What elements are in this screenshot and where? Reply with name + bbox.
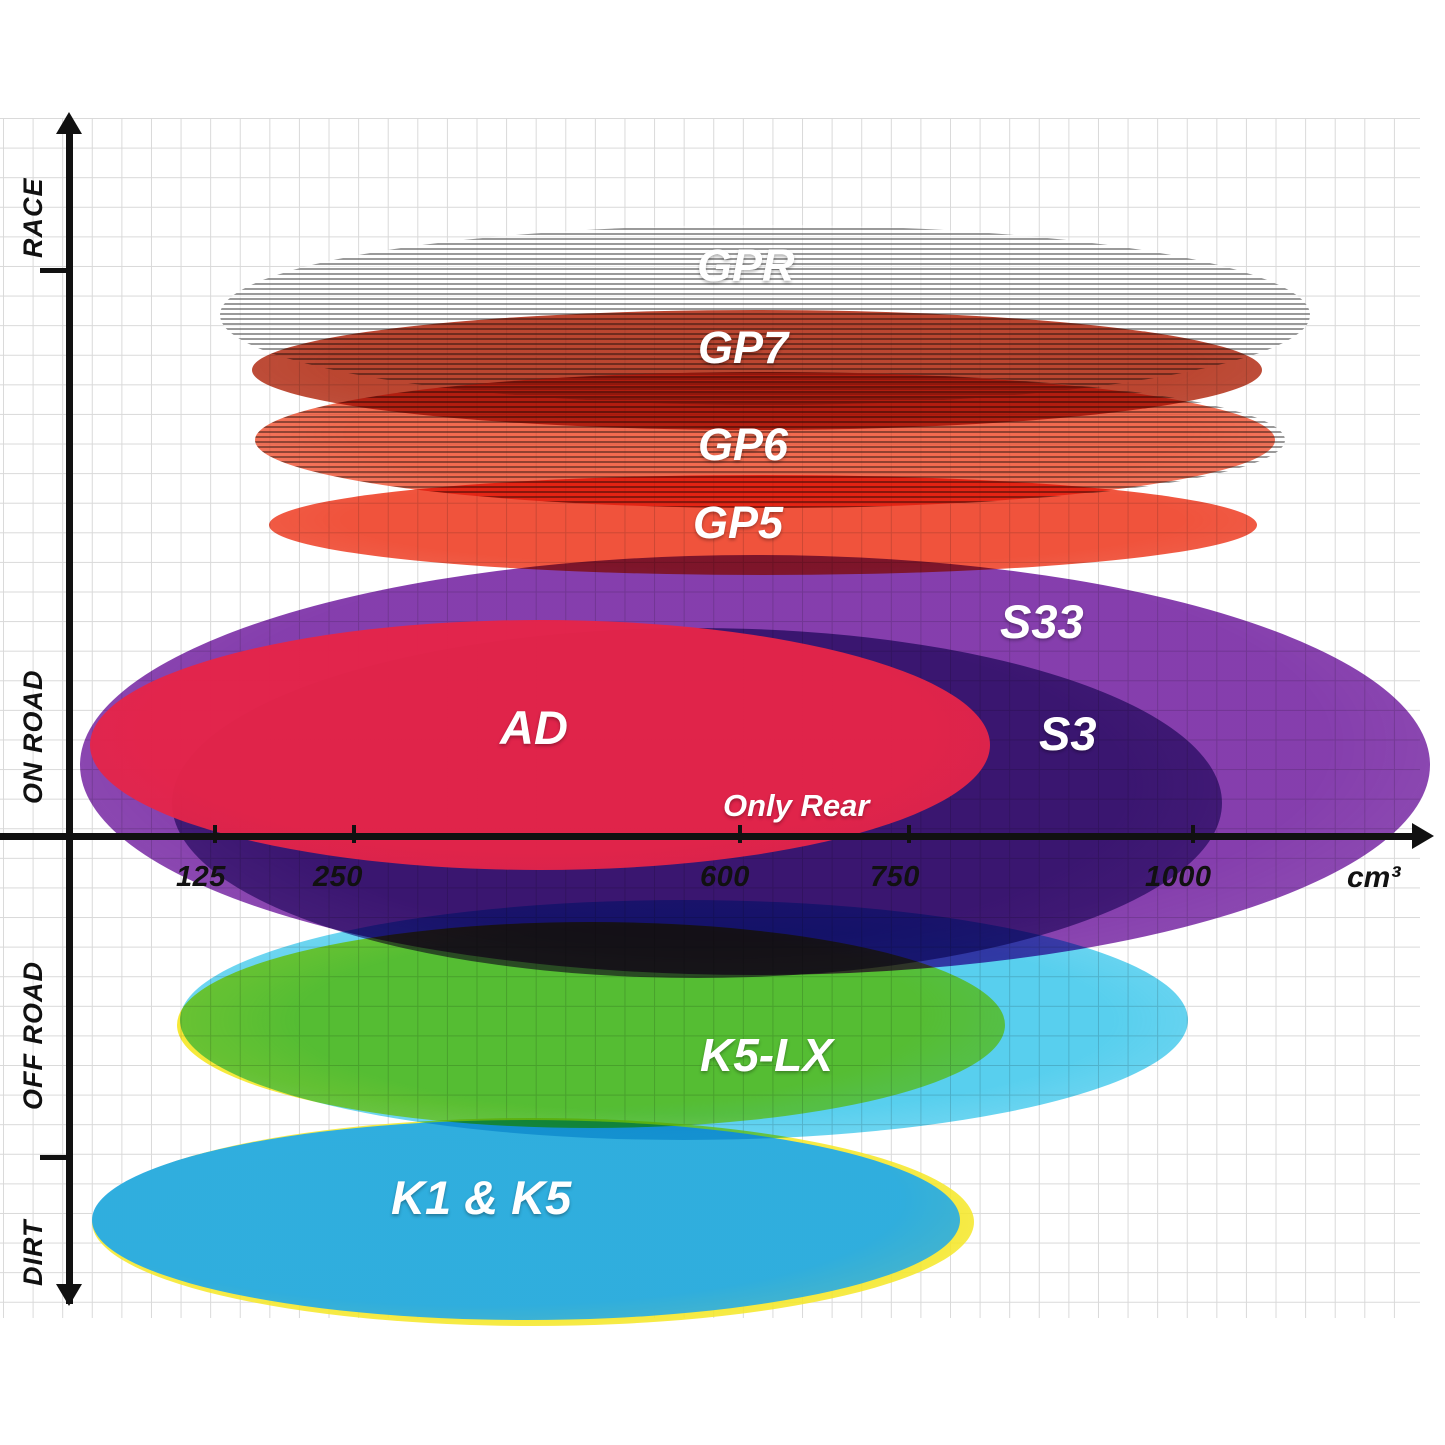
ellipse-gp5	[269, 475, 1257, 575]
y-label-dirt: DIRT	[18, 1219, 48, 1286]
x-axis-arrow-icon	[1412, 823, 1434, 849]
x-tick-600	[738, 825, 742, 843]
x-tick-label-1000: 1000	[1145, 861, 1212, 893]
ellipse-label-gp6: GP6	[698, 419, 789, 470]
x-axis-unit-label: cm³	[1347, 861, 1401, 894]
x-axis	[0, 833, 1427, 840]
y-label-on-road: ON ROAD	[18, 669, 48, 805]
y-axis	[66, 126, 73, 1304]
y-label-off-road: OFF ROAD	[18, 961, 48, 1110]
x-tick-1000	[1191, 825, 1195, 843]
y-axis-top-arrow-icon	[56, 112, 82, 134]
y-axis-tick-dirt	[40, 1155, 70, 1160]
ellipse-label-ad: AD	[500, 701, 568, 754]
ellipse-label-gp7: GP7	[698, 322, 789, 373]
x-tick-label-250: 250	[313, 861, 363, 893]
ellipse-label-s3: S3	[1039, 707, 1097, 760]
x-tick-250	[352, 825, 356, 843]
x-tick-label-600: 600	[700, 861, 750, 893]
y-axis-tick-race	[40, 268, 70, 273]
ellipse-ad	[90, 620, 990, 870]
ellipse-label-k1-k5: K1 & K5	[391, 1171, 572, 1224]
x-tick-label-125: 125	[176, 861, 226, 893]
y-label-race: RACE	[18, 177, 48, 258]
ellipse-label-gp5: GP5	[693, 497, 784, 548]
ellipse-k1-k5	[92, 1120, 960, 1320]
y-axis-bottom-arrow-icon	[56, 1284, 82, 1306]
annotation-only-rear: Only Rear	[723, 788, 870, 823]
ellipse-label-s33: S33	[1000, 595, 1084, 648]
ellipse-label-gpr: GPR	[697, 240, 795, 291]
x-tick-125	[213, 825, 217, 843]
ellipse-label-k5-lx: K5-LX	[700, 1029, 833, 1081]
x-tick-label-750: 750	[870, 861, 920, 893]
x-tick-750	[907, 825, 911, 843]
